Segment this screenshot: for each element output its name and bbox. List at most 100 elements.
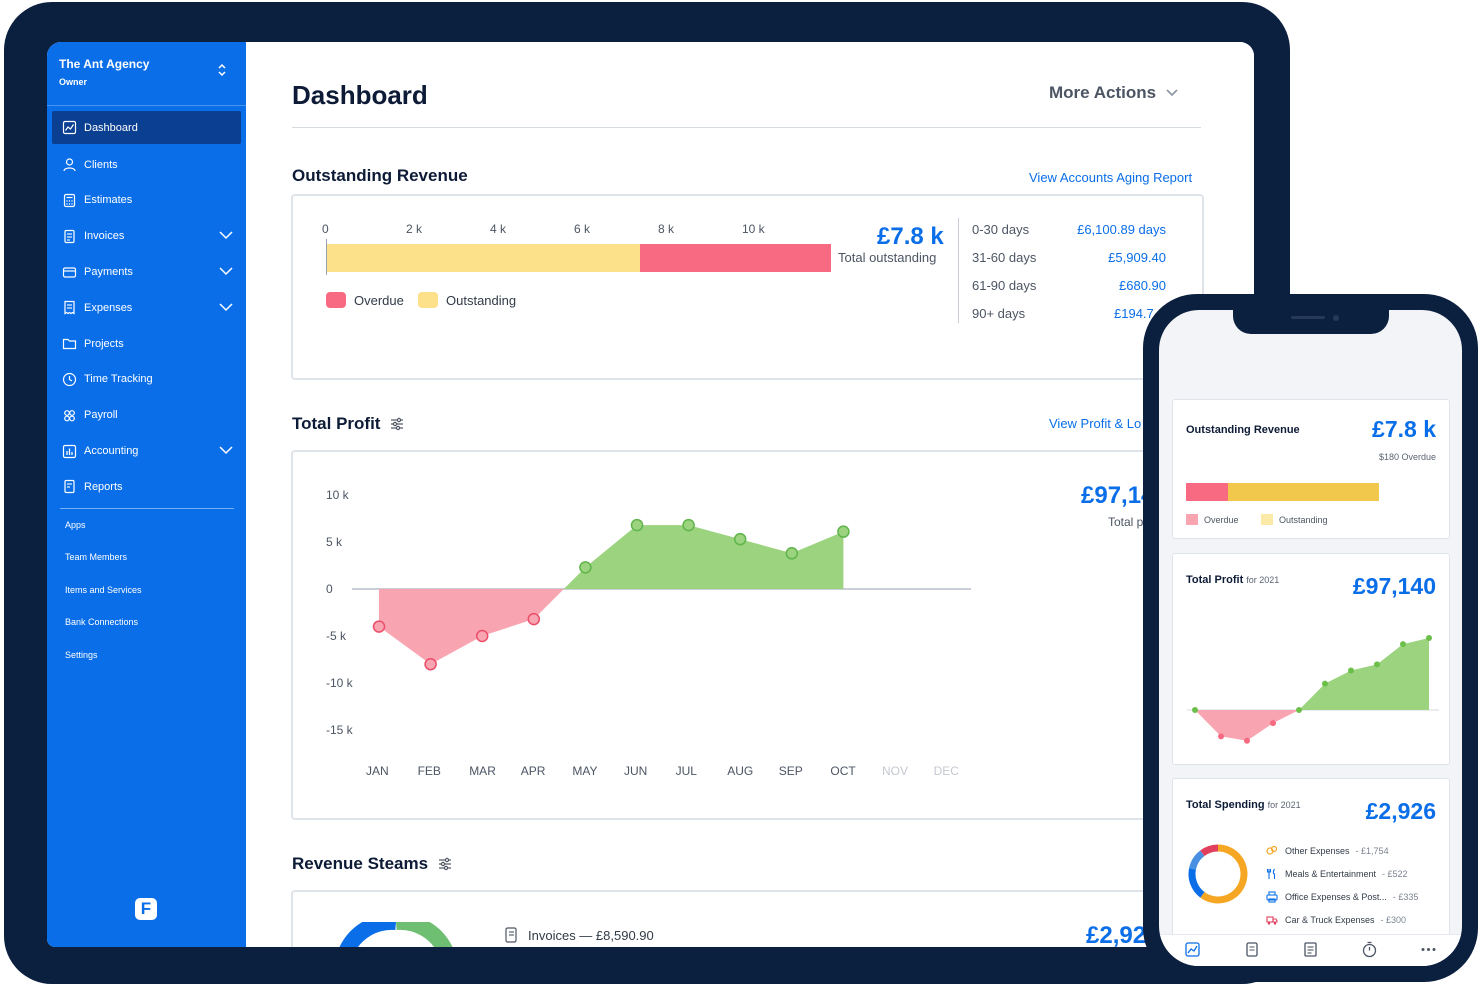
phone-notch (1233, 310, 1389, 334)
clock-icon (61, 371, 77, 387)
phone-profit-total: £97,140 (1352, 573, 1436, 599)
x-tick-label: NOV (882, 764, 909, 778)
phone-spending-card[interactable]: Total Spending for 2021 £2,926 Other Expe… (1172, 778, 1450, 938)
spend-amount: - £1,754 (1355, 846, 1389, 856)
revenue-streams-total: £2,92 (1086, 922, 1147, 947)
data-point[interactable] (785, 547, 799, 560)
view-profit-loss-link[interactable]: View Profit & Lo (1049, 416, 1142, 431)
freshbooks-logo: F (135, 898, 157, 920)
data-point[interactable] (475, 629, 489, 643)
sidebar-item-reports[interactable]: Reports (52, 469, 241, 505)
sidebar-item-clients[interactable]: Clients (52, 147, 241, 183)
chevron-down-icon (1166, 89, 1178, 97)
data-point[interactable] (579, 561, 592, 574)
phone-outstanding-card[interactable]: Outstanding Revenue £7.8 k $180 Overdue … (1172, 399, 1450, 539)
sidebar-item-expenses[interactable]: Expenses (52, 290, 241, 326)
chevron-down-icon[interactable] (219, 266, 233, 276)
sidebar-item-label: Invoices (84, 230, 125, 243)
phone-profit-chart (1187, 635, 1439, 744)
phone-profit-card[interactable]: Total Profit for 2021 £97,140 (1172, 553, 1450, 765)
aging-label: 61-90 days (972, 278, 1037, 293)
phone-data-point (1296, 707, 1302, 713)
legend-overdue-label: Overdue (354, 292, 404, 308)
chevron-down-icon[interactable] (219, 230, 233, 240)
data-point[interactable] (733, 532, 747, 546)
chevron-down-icon[interactable] (219, 302, 233, 312)
sidebar-item-dashboard[interactable]: Dashboard (52, 111, 241, 144)
phone-spending-title: Total Spending for 2021 (1186, 799, 1301, 811)
sidebar-item-label: Time Tracking (84, 373, 153, 386)
sidebar-item-accounting[interactable]: Accounting (52, 433, 241, 469)
bar-chart-icon (61, 443, 77, 459)
aging-label: 90+ days (972, 306, 1026, 321)
aging-value: £194.7 (1114, 306, 1154, 321)
header-divider (292, 127, 1201, 128)
aging-divider (958, 218, 959, 323)
invoice-icon (505, 927, 517, 943)
revenue-donut-chart (339, 922, 453, 947)
filter-sliders-icon[interactable] (390, 417, 404, 431)
overdue-swatch (326, 292, 346, 308)
filter-sliders-icon[interactable] (438, 857, 452, 871)
main-content: Dashboard More Actions Outstanding Reven… (246, 42, 1254, 947)
more-actions-label: More Actions (1049, 83, 1157, 102)
data-point[interactable] (630, 518, 644, 532)
loss-area (379, 589, 844, 665)
data-point[interactable] (372, 620, 386, 633)
phone-legend-overdue: Overdue (1186, 514, 1239, 525)
expenses-tab-icon[interactable] (1302, 941, 1319, 958)
switch-account-icon[interactable] (217, 62, 227, 78)
more-tab-icon[interactable] (1420, 941, 1437, 958)
aging-value: £680.90 (1119, 278, 1166, 293)
sidebar-link-items-and-services[interactable]: Items and Services (65, 584, 142, 595)
sidebar-item-label: Estimates (84, 194, 133, 207)
data-point[interactable] (527, 612, 541, 626)
people-icon (61, 407, 77, 423)
x-tick-label: JAN (366, 764, 389, 778)
x-tick-label: FEB (417, 764, 441, 778)
axis-tick-label: 10 k (742, 222, 765, 236)
sidebar-item-invoices[interactable]: Invoices (52, 218, 241, 254)
sidebar-link-bank-connections[interactable]: Bank Connections (65, 617, 139, 628)
sidebar-item-time-tracking[interactable]: Time Tracking (52, 362, 241, 398)
more-actions-button[interactable]: More Actions (1049, 83, 1178, 103)
page-title: Dashboard (292, 80, 428, 110)
sidebar-link-apps[interactable]: Apps (65, 520, 86, 530)
data-point[interactable] (424, 657, 437, 671)
donut-slice (1200, 844, 1248, 904)
data-point[interactable] (837, 525, 850, 538)
phone-outstanding-total: £7.8 k (1372, 416, 1436, 442)
dashboard-tab-icon[interactable] (1184, 941, 1201, 958)
spending-donut-chart (1188, 844, 1248, 904)
outstanding-bar[interactable] (327, 244, 641, 272)
chevron-down-icon[interactable] (219, 445, 233, 455)
y-tick-label: 0 (326, 582, 333, 596)
overdue-bar[interactable] (640, 244, 832, 272)
axis-tick-label: 4 k (490, 222, 507, 236)
phone-profit-area (1299, 638, 1429, 710)
y-tick-label: 10 k (326, 488, 349, 502)
account-switcher[interactable]: The Ant Agency Owner (59, 57, 149, 87)
sidebar-link-team-members[interactable]: Team Members (65, 552, 128, 563)
donut-slice (1188, 868, 1205, 898)
data-point[interactable] (682, 518, 695, 532)
total-profit-title: Total Profit (292, 414, 404, 434)
sidebar-item-payments[interactable]: Payments (52, 254, 241, 290)
sidebar-nav: Dashboard Clients Estimates Invoices Payment… (52, 111, 241, 505)
aging-label: 0-30 days (972, 222, 1030, 237)
invoices-tab-icon[interactable] (1243, 941, 1260, 958)
phone-spending-year: for 2021 (1267, 800, 1301, 810)
revenue-streams-title: Revenue Steams (292, 854, 452, 874)
sidebar-link-settings[interactable]: Settings (65, 649, 98, 660)
phone-data-point (1348, 667, 1354, 674)
timer-tab-icon[interactable] (1361, 941, 1378, 958)
phone-outstanding-title: Outstanding Revenue (1186, 424, 1300, 436)
spend-amount: - £335 (1392, 892, 1419, 902)
truck-icon (1266, 916, 1278, 925)
spend-label: Other Expenses (1285, 846, 1350, 856)
sidebar-item-projects[interactable]: Projects (52, 326, 241, 362)
sidebar-item-estimates[interactable]: Estimates (52, 183, 241, 219)
sidebar-item-payroll[interactable]: Payroll (52, 397, 241, 433)
view-aging-report-link[interactable]: View Accounts Aging Report (1029, 170, 1193, 185)
